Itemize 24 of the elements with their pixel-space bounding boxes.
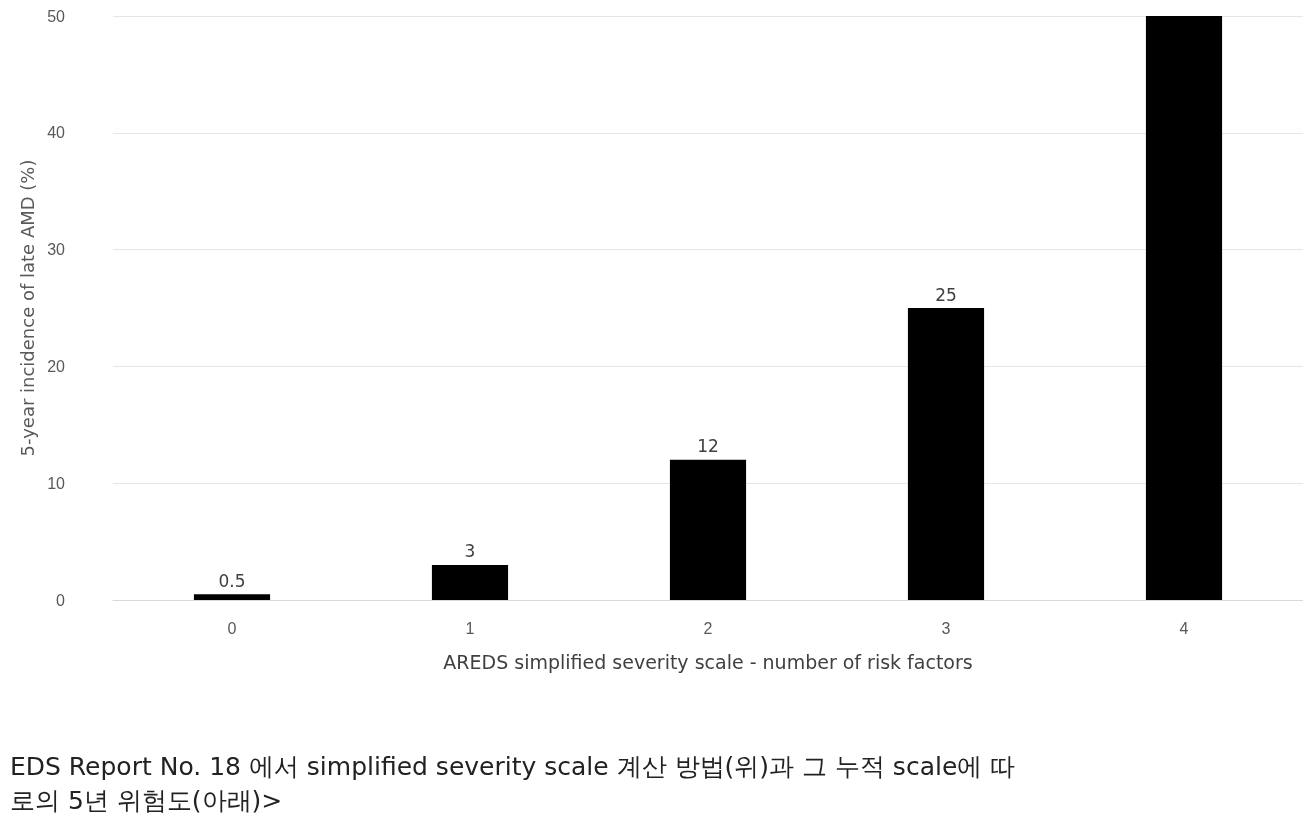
bar bbox=[669, 459, 747, 600]
y-tick-label: 50 bbox=[47, 7, 66, 25]
y-tick-label: 30 bbox=[47, 241, 66, 259]
y-tick-label: 0 bbox=[56, 591, 66, 609]
text: EDS Report No. 18 에서 simplified severity scale 계산 방법(위)과 그 누적 scale에 따 bbox=[10, 751, 1016, 781]
y-axis-title: 5-year incidence of late AMD (%) bbox=[16, 159, 38, 457]
y-tick-label: 20 bbox=[47, 357, 66, 375]
x-tick-label: 0 bbox=[227, 619, 237, 637]
x-tick-label: 2 bbox=[703, 619, 713, 637]
text: 로의 5년 위험도(아래)> bbox=[10, 785, 283, 815]
bar bbox=[193, 594, 271, 600]
y-tick-label: 40 bbox=[47, 124, 66, 142]
data-label: 12 bbox=[697, 436, 719, 457]
data-label: 25 bbox=[935, 284, 957, 305]
y-tick-label: 10 bbox=[47, 474, 66, 492]
x-tick-label: 3 bbox=[941, 619, 951, 637]
x-tick-label: 1 bbox=[465, 619, 475, 637]
x-tick-label: 4 bbox=[1179, 619, 1189, 637]
x-axis-title: AREDS simplified severity scale - number of risk factors bbox=[443, 650, 973, 673]
data-label: 3 bbox=[464, 541, 476, 562]
bar bbox=[907, 308, 985, 600]
bar bbox=[1145, 16, 1223, 600]
bar bbox=[431, 564, 509, 600]
data-label: 0.5 bbox=[218, 570, 246, 591]
